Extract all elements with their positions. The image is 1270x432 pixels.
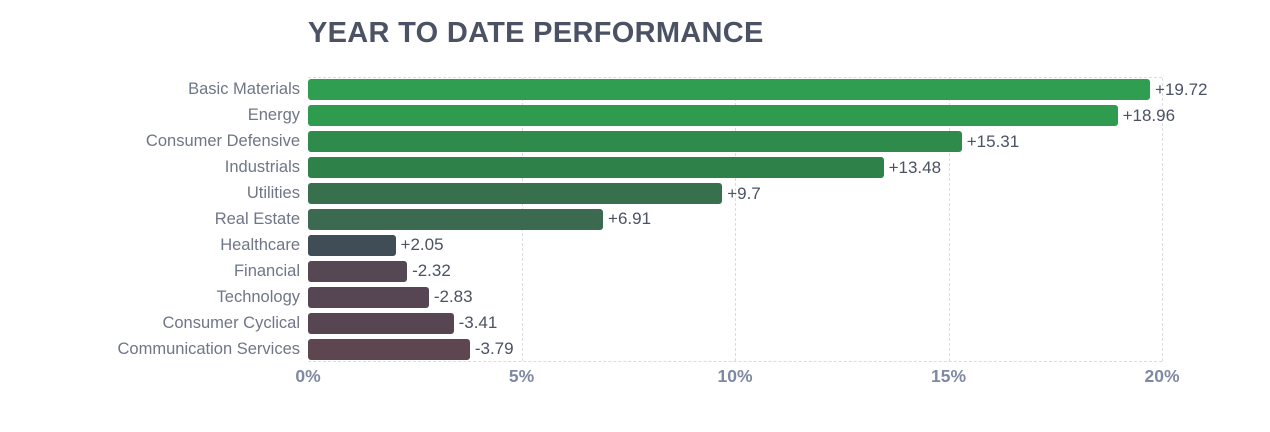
value-label: +9.7 <box>727 183 761 203</box>
category-label-financial: Financial <box>233 261 300 280</box>
category-label-energy: Energy <box>247 106 300 125</box>
bar-row: Real Estate +6.91 <box>0 207 1270 233</box>
gridline-15pct <box>948 78 950 361</box>
category-label-basic-materials: Basic Materials <box>188 80 300 99</box>
category-label-consumer-defensive: Consumer Defensive <box>145 132 300 151</box>
category-label-consumer-cyclical: Consumer Cyclical <box>162 313 300 332</box>
x-tick-label-15pct: 15% <box>930 366 967 386</box>
bar-track: +2.05 <box>308 234 1162 256</box>
bar-row: Energy +18.96 <box>0 103 1270 129</box>
value-label: -2.83 <box>433 287 473 307</box>
bar-track: +19.72 <box>308 79 1208 101</box>
value-label: +18.96 <box>1122 105 1176 125</box>
value-label: +15.31 <box>966 131 1020 151</box>
x-tick-label-5pct: 5% <box>508 366 535 386</box>
chart-title: YEAR TO DATE PERFORMANCE <box>308 17 764 49</box>
bar-utilities[interactable] <box>308 183 723 205</box>
bar-track: +18.96 <box>308 105 1175 127</box>
category-label-healthcare: Healthcare <box>220 235 300 254</box>
bar-track: +9.7 <box>308 183 1162 205</box>
category-label-utilities: Utilities <box>246 184 300 203</box>
bar-basic-materials[interactable] <box>308 79 1151 101</box>
bar-track: -3.41 <box>308 312 1162 334</box>
bar-track: -3.79 <box>308 338 1162 360</box>
bar-consumer-cyclical[interactable] <box>308 312 454 334</box>
bar-row: Communication Services -3.79 <box>0 336 1270 362</box>
gridline-10pct <box>735 78 736 361</box>
gridline-20pct <box>1162 78 1163 361</box>
bar-financial[interactable] <box>308 260 408 282</box>
value-label: +2.05 <box>400 235 444 255</box>
bar-row: Consumer Cyclical -3.41 <box>0 310 1270 336</box>
value-label: +6.91 <box>608 209 652 229</box>
bar-track: +15.31 <box>308 131 1162 153</box>
category-label-industrials: Industrials <box>224 158 300 177</box>
category-label-real-estate: Real Estate <box>214 209 300 228</box>
value-label: -3.41 <box>458 313 498 333</box>
category-label-technology: Technology <box>216 287 300 306</box>
bar-industrials[interactable] <box>308 157 884 179</box>
bar-communication-services[interactable] <box>308 338 470 360</box>
bar-track: -2.83 <box>308 286 1162 308</box>
bar-consumer-defensive[interactable] <box>308 131 962 153</box>
bar-row: Utilities +9.7 <box>0 181 1270 207</box>
bar-row: Consumer Defensive +15.31 <box>0 129 1270 155</box>
x-tick-label-10pct: 10% <box>717 366 753 386</box>
bar-track: +13.48 <box>308 157 1162 179</box>
x-tick-label-20pct: 20% <box>1144 366 1180 386</box>
bar-rows: Basic Materials +19.72 Energy +18.96 Consume… <box>0 77 1270 362</box>
category-label-communication-services: Communication Services <box>117 339 300 358</box>
value-label: -3.79 <box>474 339 514 359</box>
bar-energy[interactable] <box>308 105 1118 127</box>
bar-healthcare[interactable] <box>308 234 396 256</box>
x-tick-label-0pct: 0% <box>295 366 321 386</box>
bar-real-estate[interactable] <box>308 208 604 230</box>
bar-track: -2.32 <box>308 260 1162 282</box>
bar-technology[interactable] <box>308 286 429 308</box>
bar-row: Healthcare +2.05 <box>0 232 1270 258</box>
bar-row: Industrials +13.48 <box>0 155 1270 181</box>
value-label: -2.32 <box>412 261 451 281</box>
value-label: +13.48 <box>888 157 942 177</box>
bar-row: Basic Materials +19.72 <box>0 77 1270 103</box>
bar-track: +6.91 <box>308 208 1162 230</box>
bar-row: Financial -2.32 <box>0 258 1270 284</box>
value-label: +19.72 <box>1155 79 1208 99</box>
bar-row: Technology -2.83 <box>0 284 1270 310</box>
x-axis: 0% 5% 10% 15% 20% <box>295 366 1179 390</box>
